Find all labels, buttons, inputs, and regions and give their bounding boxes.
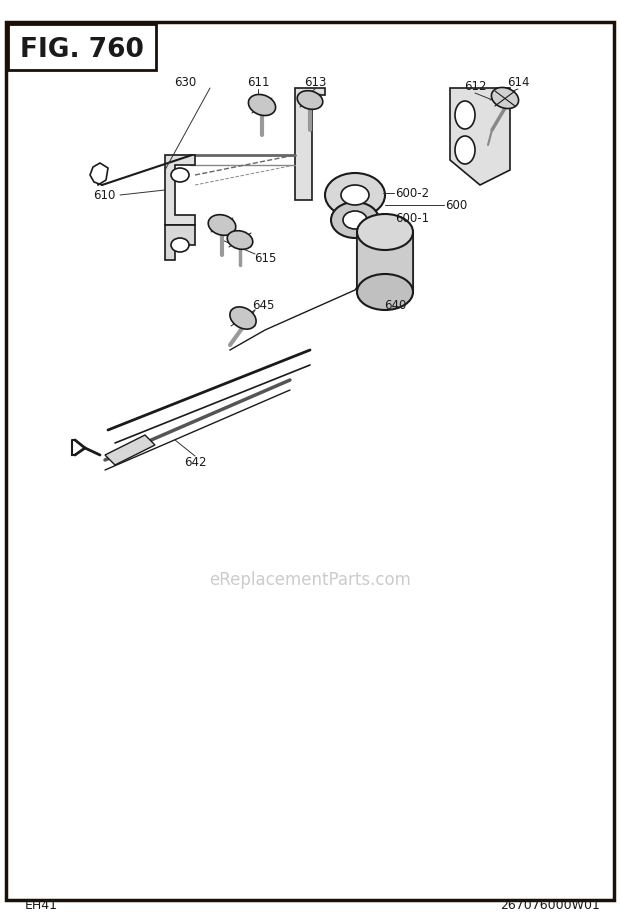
Text: 640: 640 — [384, 299, 406, 312]
Ellipse shape — [171, 238, 189, 252]
Polygon shape — [450, 88, 510, 185]
Ellipse shape — [230, 307, 256, 329]
Polygon shape — [165, 155, 195, 225]
Ellipse shape — [343, 211, 367, 229]
Text: 267076000W01: 267076000W01 — [500, 899, 600, 912]
Text: 613: 613 — [304, 76, 326, 89]
Ellipse shape — [357, 274, 413, 310]
Ellipse shape — [331, 202, 379, 238]
Text: 630: 630 — [174, 76, 196, 89]
Text: EH41: EH41 — [25, 899, 58, 912]
Ellipse shape — [227, 230, 253, 249]
Ellipse shape — [249, 94, 276, 115]
Text: 612: 612 — [464, 80, 486, 93]
Ellipse shape — [325, 173, 385, 217]
Text: 614: 614 — [507, 76, 529, 89]
Text: 645: 645 — [252, 299, 274, 312]
Text: 615: 615 — [254, 252, 276, 265]
Text: 642: 642 — [184, 455, 206, 468]
Text: eReplacementParts.com: eReplacementParts.com — [209, 571, 411, 589]
Text: FIG. 760: FIG. 760 — [20, 37, 144, 63]
Polygon shape — [165, 225, 195, 260]
Text: 600-2: 600-2 — [395, 186, 429, 199]
Bar — [357, 232, 413, 292]
Ellipse shape — [455, 101, 475, 129]
Text: 600-1: 600-1 — [395, 211, 429, 224]
Text: 600: 600 — [445, 198, 467, 211]
Ellipse shape — [297, 90, 323, 110]
Polygon shape — [105, 435, 155, 465]
Text: 610: 610 — [92, 188, 115, 202]
Text: 611: 611 — [247, 76, 269, 89]
Bar — [8, 24, 156, 70]
Ellipse shape — [492, 88, 518, 109]
Polygon shape — [295, 88, 325, 200]
Ellipse shape — [208, 215, 236, 235]
Ellipse shape — [171, 168, 189, 182]
Ellipse shape — [455, 136, 475, 164]
Ellipse shape — [357, 214, 413, 250]
Ellipse shape — [341, 185, 369, 205]
